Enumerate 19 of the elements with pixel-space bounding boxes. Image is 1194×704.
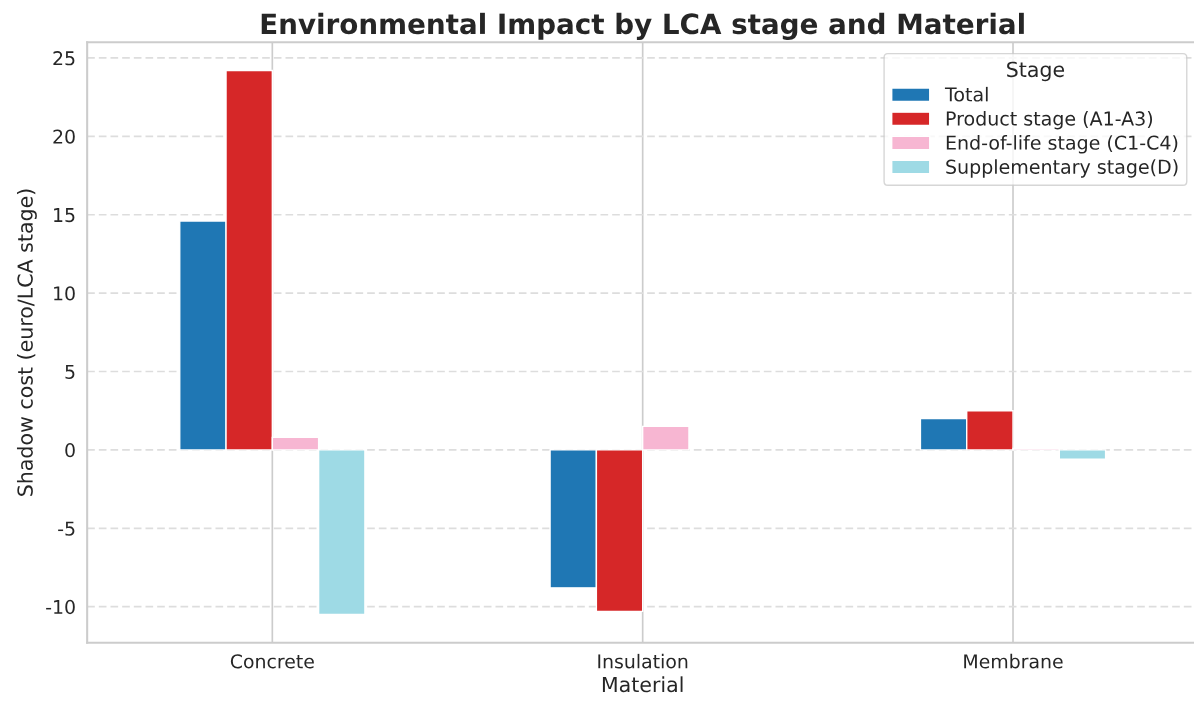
y-tick-label: 20 [53,129,75,144]
y-tick-label: 25 [53,51,75,66]
y-axis-title: Shadow cost (euro/LCA stage) [16,189,37,496]
x-tick-label: Membrane [964,653,1063,669]
legend-label: Product stage (A1-A3) [946,110,1153,130]
x-tick-label: Insulation [598,653,688,669]
y-tick-label: -10 [46,599,75,615]
y-tick-label: 5 [65,364,75,379]
chart-title: Environmental Impact by LCA stage and Material [261,12,1024,40]
y-tick-label: -5 [58,521,75,536]
legend-label: End-of-life stage (C1-C4) [946,135,1178,154]
y-tick-label: 15 [54,208,75,223]
legend-label: Total [944,86,988,102]
legend-label: Supplementary stage(D) [946,159,1178,178]
x-tick-label: Concrete [230,654,314,669]
legend-title: Stage [1007,61,1065,82]
y-tick-label: 10 [54,286,75,301]
x-axis-title: Material [602,676,683,693]
y-tick-label: 0 [65,443,75,458]
